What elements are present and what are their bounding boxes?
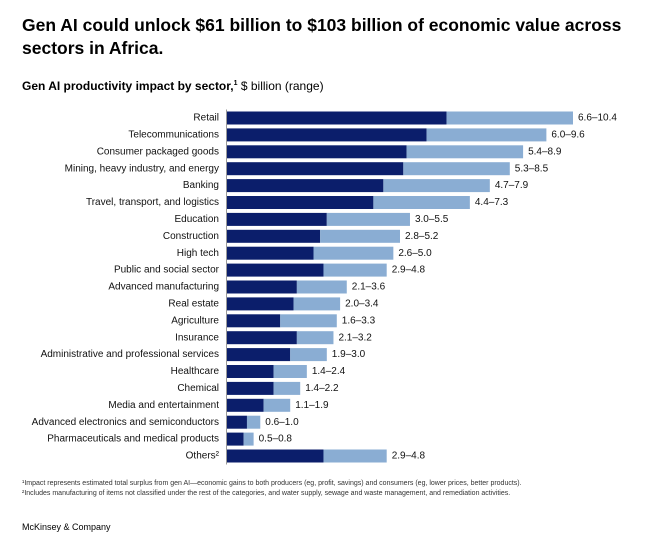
value-label: 0.5–0.8 xyxy=(259,434,293,445)
category-label: Pharmaceuticals and medical products xyxy=(47,434,219,445)
value-label: 2.9–4.8 xyxy=(392,265,426,276)
category-label: Others² xyxy=(186,451,220,462)
category-label: Healthcare xyxy=(171,366,220,377)
bar-range xyxy=(243,432,254,446)
chart-title: Gen AI could unlock $61 billion to $103 … xyxy=(22,15,622,58)
category-label: Banking xyxy=(183,180,219,191)
bar-range xyxy=(290,348,327,362)
value-label: 2.1–3.6 xyxy=(352,282,386,293)
bar-low xyxy=(227,398,264,412)
bar-range xyxy=(293,297,341,311)
category-label: Telecommunications xyxy=(128,130,219,141)
value-label: 2.6–5.0 xyxy=(398,248,432,259)
value-label: 4.7–7.9 xyxy=(495,180,529,191)
bar-range xyxy=(326,212,410,226)
bar-range xyxy=(323,263,387,277)
value-label: 6.6–10.4 xyxy=(578,113,617,124)
bar-range xyxy=(320,229,400,243)
bar-range xyxy=(273,381,301,395)
value-label: 1.1–1.9 xyxy=(295,400,329,411)
bar-low xyxy=(227,145,407,159)
bar-low xyxy=(227,432,244,446)
value-label: 0.6–1.0 xyxy=(265,417,299,428)
value-label: 2.8–5.2 xyxy=(405,231,439,242)
subtitle-marker: 1 xyxy=(233,80,238,87)
source: McKinsey & Company xyxy=(22,522,111,532)
value-label: 1.9–3.0 xyxy=(332,349,366,360)
bar-low xyxy=(227,449,324,463)
bar-low xyxy=(227,128,427,142)
bar-low xyxy=(227,246,314,260)
category-label: Travel, transport, and logistics xyxy=(86,197,219,208)
bar-low xyxy=(227,314,281,328)
category-label: Mining, heavy industry, and energy xyxy=(65,163,219,174)
category-label: High tech xyxy=(177,248,219,259)
category-label: Consumer packaged goods xyxy=(97,146,219,157)
bar-range xyxy=(323,449,387,463)
value-label: 5.4–8.9 xyxy=(528,146,562,157)
chart: Retail 6.6–10.4 Telecommunications 6.0–9.6 C… xyxy=(32,109,617,465)
value-label: 4.4–7.3 xyxy=(475,197,509,208)
category-label: Construction xyxy=(163,231,219,242)
bar-range xyxy=(403,162,510,176)
category-label: Public and social sector xyxy=(114,265,220,276)
bar-low xyxy=(227,263,324,277)
value-label: 1.4–2.4 xyxy=(312,366,346,377)
bar-range xyxy=(406,145,524,159)
value-label: 3.0–5.5 xyxy=(415,214,449,225)
bar-low xyxy=(227,111,447,125)
bar-range xyxy=(313,246,394,260)
bar-low xyxy=(227,297,294,311)
category-label: Real estate xyxy=(168,299,219,310)
category-label: Administrative and professional services xyxy=(41,349,219,360)
bar-low xyxy=(227,348,291,362)
category-label: Education xyxy=(175,214,219,225)
category-label: Chemical xyxy=(177,383,219,394)
value-label: 1.6–3.3 xyxy=(342,315,376,326)
category-label: Media and entertainment xyxy=(108,400,219,411)
category-label: Advanced manufacturing xyxy=(108,282,219,293)
bar-low xyxy=(227,162,404,176)
bar-range xyxy=(273,365,307,378)
bar-low xyxy=(227,280,297,294)
subtitle-text: Gen AI productivity impact by sector, xyxy=(22,79,234,93)
value-label: 2.9–4.8 xyxy=(392,451,426,462)
bar-low xyxy=(227,229,321,243)
subtitle: Gen AI productivity impact by sector,1 $… xyxy=(22,79,324,93)
value-label: 6.0–9.6 xyxy=(551,130,585,141)
category-label: Retail xyxy=(193,113,219,124)
value-label: 2.1–3.2 xyxy=(338,332,372,343)
bar-range xyxy=(246,415,261,429)
bar-range xyxy=(426,128,547,142)
category-label: Insurance xyxy=(175,332,219,343)
bar-low xyxy=(227,415,247,429)
bar-low xyxy=(227,212,327,226)
subtitle-unit: $ billion (range) xyxy=(240,79,324,93)
bar-range xyxy=(446,111,573,125)
bar-range xyxy=(280,314,337,328)
category-label: Advanced electronics and semiconductors xyxy=(32,417,219,428)
bar-range xyxy=(296,331,334,345)
bar-low xyxy=(227,331,297,345)
value-label: 2.0–3.4 xyxy=(345,299,379,310)
footnote: ¹Impact represents estimated total surpl… xyxy=(22,480,522,487)
category-label: Agriculture xyxy=(171,315,219,326)
bar-low xyxy=(227,179,384,193)
bar-low xyxy=(227,365,274,378)
bar-range xyxy=(383,179,490,193)
value-label: 1.4–2.2 xyxy=(305,383,339,394)
value-label: 5.3–8.5 xyxy=(515,163,549,174)
bar-low xyxy=(227,381,274,395)
bar-low xyxy=(227,196,374,209)
bar-range xyxy=(263,398,291,412)
bar-range xyxy=(296,280,347,294)
bar-range xyxy=(373,196,470,209)
footnote: ²Includes manufacturing of items not cla… xyxy=(22,490,511,497)
